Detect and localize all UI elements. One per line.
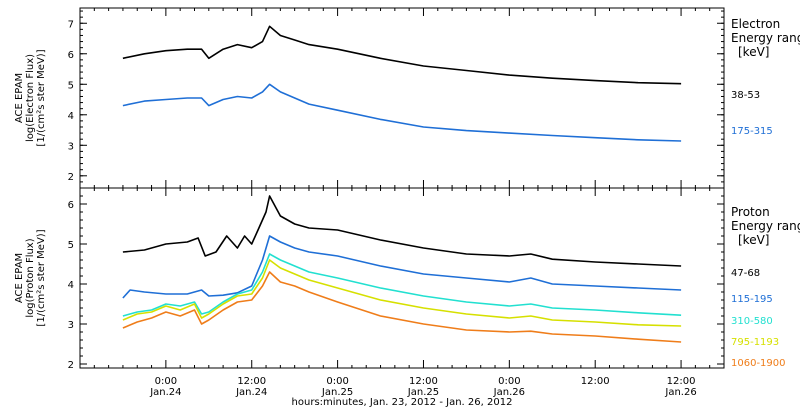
proton-legend-entry-115-195: 115-195 — [731, 294, 773, 305]
proton-y-tick-label: 4 — [68, 280, 74, 291]
x-tick-time-label: 12:00 — [409, 376, 438, 387]
proton-series-115-195 — [122, 235, 682, 299]
proton-series-795-1193 — [122, 259, 682, 327]
x-tick-time-label: 0:00 — [326, 376, 348, 387]
proton-series — [122, 195, 682, 343]
proton-ylabel-2: log(Proton Flux) — [25, 238, 36, 317]
electron-y-tick-label: 7 — [68, 19, 74, 30]
proton-legend-title-3: [keV] — [738, 233, 769, 247]
proton-series-310-580 — [122, 253, 682, 317]
proton-legend-entry-1060-1900: 1060-1900 — [731, 358, 786, 369]
x-tick-date-label: Jan.26 — [493, 387, 525, 398]
electron-y-ticks: 2 3 4 5 6 7 — [68, 10, 724, 189]
electron-y-tick-label: 3 — [68, 141, 74, 152]
proton-legend-title-2: Energy ranges — [731, 219, 800, 233]
electron-ylabel-3: [1/(cm²s ster MeV)] — [36, 49, 47, 146]
x-tick-date-label: Jan.25 — [407, 387, 439, 398]
electron-legend: Electron Energy ranges [keV] 38-53 175-3… — [731, 17, 800, 137]
x-tick-time-label: 0:00 — [155, 376, 177, 387]
electron-legend-entry-38-53: 38-53 — [731, 90, 760, 101]
electron-y-tick-label: 2 — [68, 172, 74, 183]
proton-plot-frame — [79, 187, 725, 369]
electron-panel: 2 3 4 5 6 7 ACE EPAM log(Electron Flux) [1/(c… — [14, 7, 800, 189]
proton-y-tick-label: 3 — [68, 320, 74, 331]
proton-legend-title-1: Proton — [731, 205, 770, 219]
proton-legend-entry-310-580: 310-580 — [731, 316, 773, 327]
proton-legend-entry-795-1193: 795-1193 — [731, 337, 779, 348]
electron-ylabel-2: log(Electron Flux) — [25, 54, 36, 142]
proton-ylabel-1: ACE EPAM — [14, 253, 25, 303]
electron-series-38-53 — [122, 25, 682, 85]
electron-legend-title-3: [keV] — [738, 45, 769, 59]
x-tick-date-label: Jan.25 — [321, 387, 353, 398]
x-tick-time-label: 12:00 — [237, 376, 266, 387]
proton-legend-entry-47-68: 47-68 — [731, 268, 760, 279]
proton-y-tick-label: 2 — [68, 360, 74, 371]
proton-y-ticks: 2 3 4 5 6 — [68, 195, 724, 371]
electron-y-tick-label: 6 — [68, 50, 74, 61]
x-tick-date-label: Jan.26 — [664, 387, 696, 398]
proton-ylabel-3: [1/(cm²s ster MeV)] — [36, 229, 47, 326]
proton-panel: 2 3 4 5 6 ACE EPAM log(Proton Flux) [1/(cm²s… — [14, 187, 800, 371]
electron-y-tick-label: 4 — [68, 111, 74, 122]
electron-series-175-315 — [122, 83, 682, 142]
proton-y-tick-label: 6 — [68, 200, 74, 211]
x-tick-time-label: 12:00 — [581, 376, 610, 387]
x-tick-time-label: 12:00 — [667, 376, 696, 387]
x-tick-date-label: Jan.24 — [149, 387, 181, 398]
x-tick-time-label: 0:00 — [498, 376, 520, 387]
proton-y-tick-label: 5 — [68, 240, 74, 251]
x-tick-date-label: Jan.24 — [235, 387, 267, 398]
proton-legend: Proton Energy ranges [keV] 47-68 115-195… — [731, 205, 800, 369]
electron-ylabel-1: ACE EPAM — [14, 73, 25, 123]
electron-legend-entry-175-315: 175-315 — [731, 126, 773, 137]
proton-series-1060-1900 — [122, 271, 682, 343]
electron-series — [122, 25, 682, 142]
proton-series-47-68 — [122, 195, 682, 267]
proton-x-ticks — [79, 188, 725, 368]
electron-legend-title-2: Energy ranges — [731, 31, 800, 45]
electron-legend-title-1: Electron — [731, 17, 780, 31]
x-axis-title: hours:minutes, Jan. 23, 2012 - Jan. 26, … — [292, 397, 513, 408]
electron-y-tick-label: 5 — [68, 80, 74, 91]
